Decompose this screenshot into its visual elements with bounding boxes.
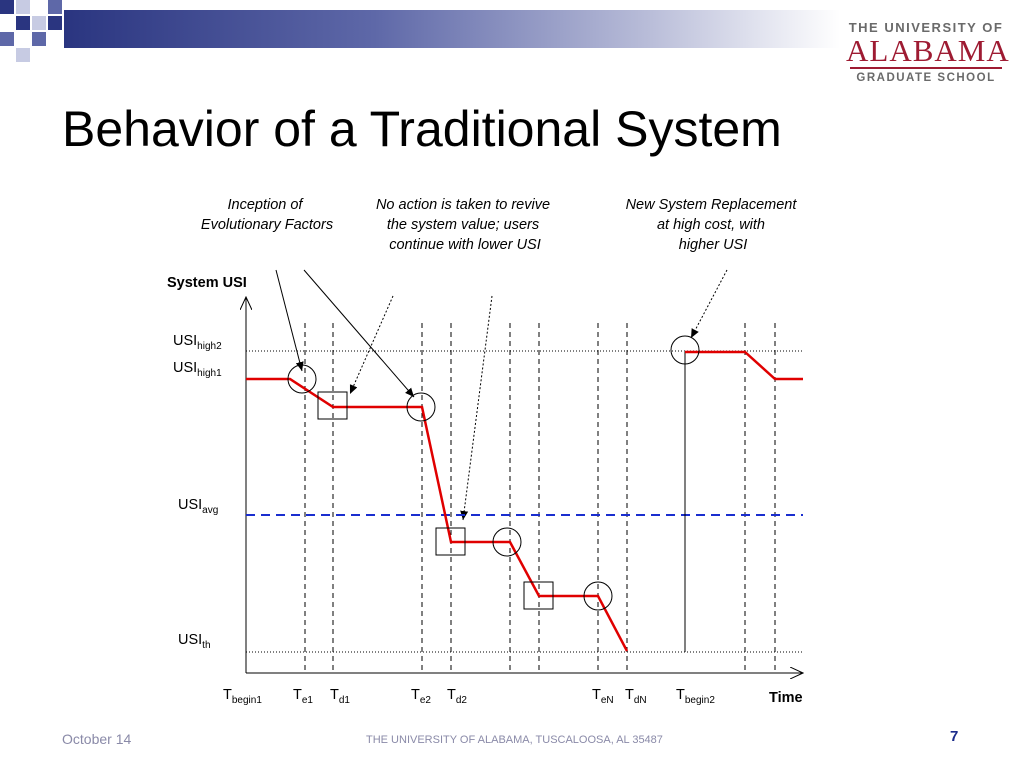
time-label-d1-base: T (330, 687, 339, 703)
annotation-inception: Inception of Evolutionary Factors (201, 197, 333, 233)
slide-title: Behavior of a Traditional System (62, 101, 782, 157)
time-label-begin2: Tbegin2 (676, 687, 715, 706)
level-label-high2-base: USI (173, 333, 197, 349)
annotation-replacement-line-3: higher USI (679, 237, 748, 253)
time-gridlines (304, 323, 776, 673)
usi-curve-system2 (685, 350, 803, 381)
event-circle-te2 (406, 392, 436, 422)
level-label-high1-base: USI (173, 360, 197, 376)
level-label-high1: USIhigh1 (173, 360, 222, 379)
logo-line-1: THE UNIVERSITY OF (848, 20, 1004, 35)
footer-date: October 14 (62, 731, 132, 747)
time-label-e1: Te1 (293, 687, 313, 706)
time-label-e2-base: T (411, 687, 420, 703)
level-label-th-base: USI (178, 632, 202, 648)
degrade-square-td1 (317, 391, 348, 420)
level-label-avg-base: USI (178, 497, 202, 513)
time-label-begin1-sub: begin1 (232, 695, 262, 706)
y-axis-title: System USI (167, 275, 247, 291)
time-label-begin2-base: T (676, 687, 685, 703)
time-label-eN: TeN (592, 687, 614, 706)
level-label-th-sub: th (202, 640, 210, 651)
x-axis-title: Time (769, 690, 803, 706)
header-gradient-bar (64, 10, 840, 48)
time-label-e2-sub: e2 (420, 695, 432, 706)
time-label-e2: Te2 (411, 687, 431, 706)
annotation-no-action: No action is taken to revive the system … (376, 197, 554, 253)
arrow-inception-to-te1 (275, 269, 304, 372)
time-label-dN-base: T (625, 687, 634, 703)
time-label-eN-sub: eN (601, 695, 614, 706)
arrow-no-action-to-td1 (349, 295, 394, 395)
level-label-th: USIth (178, 632, 211, 651)
degrade-square-3 (523, 581, 554, 610)
footer-institution: THE UNIVERSITY OF ALABAMA, TUSCALOOSA, A… (366, 734, 663, 746)
annotation-replacement: New System Replacement at high cost, wit… (626, 197, 801, 253)
university-logo: THE UNIVERSITY OF ALABAMA GRADUATE SCHOO… (846, 20, 1010, 84)
time-label-begin1: Tbegin1 (223, 687, 262, 706)
arrow-replacement (690, 269, 728, 339)
annotation-no-action-line-1: No action is taken to revive (376, 197, 550, 213)
annotation-inception-line-1: Inception of (227, 197, 304, 213)
arrow-no-action-to-td2 (460, 295, 493, 521)
time-label-begin1-base: T (223, 687, 232, 703)
event-circle-3 (492, 527, 522, 557)
time-label-d1-sub: d1 (339, 695, 351, 706)
logo-rule (850, 67, 1002, 69)
level-label-high1-sub: high1 (197, 368, 222, 379)
time-label-dN-sub: dN (634, 695, 647, 706)
time-label-begin2-sub: begin2 (685, 695, 715, 706)
time-label-eN-base: T (592, 687, 601, 703)
annotation-replacement-line-2: at high cost, with (657, 217, 765, 233)
time-label-d2: Td2 (447, 687, 467, 706)
event-circle-begin2 (670, 335, 700, 365)
level-label-high2: USIhigh2 (173, 333, 222, 352)
usi-curve-system1 (246, 377, 629, 652)
degrade-square-td2 (435, 527, 466, 556)
level-label-avg: USIavg (178, 497, 218, 516)
annotation-no-action-line-3: continue with lower USI (389, 237, 541, 253)
time-label-dN: TdN (625, 687, 647, 706)
time-label-e1-base: T (293, 687, 302, 703)
level-label-avg-sub: avg (202, 505, 218, 516)
annotation-inception-line-2: Evolutionary Factors (201, 217, 333, 233)
logo-line-3: GRADUATE SCHOOL (856, 72, 996, 84)
page-number: 7 (950, 728, 959, 745)
time-label-d2-sub: d2 (456, 695, 468, 706)
arrow-inception-to-te2 (303, 269, 415, 398)
event-circle-te1 (287, 364, 317, 394)
time-label-d2-base: T (447, 687, 456, 703)
annotation-replacement-line-1: New System Replacement (626, 197, 798, 213)
event-circle-teN (583, 581, 613, 611)
corner-decoration (0, 0, 62, 62)
time-label-e1-sub: e1 (302, 695, 314, 706)
annotation-no-action-line-2: the system value; users (387, 217, 539, 233)
level-label-high2-sub: high2 (197, 341, 222, 352)
logo-line-2: ALABAMA (846, 33, 1010, 68)
time-label-d1: Td1 (330, 687, 350, 706)
